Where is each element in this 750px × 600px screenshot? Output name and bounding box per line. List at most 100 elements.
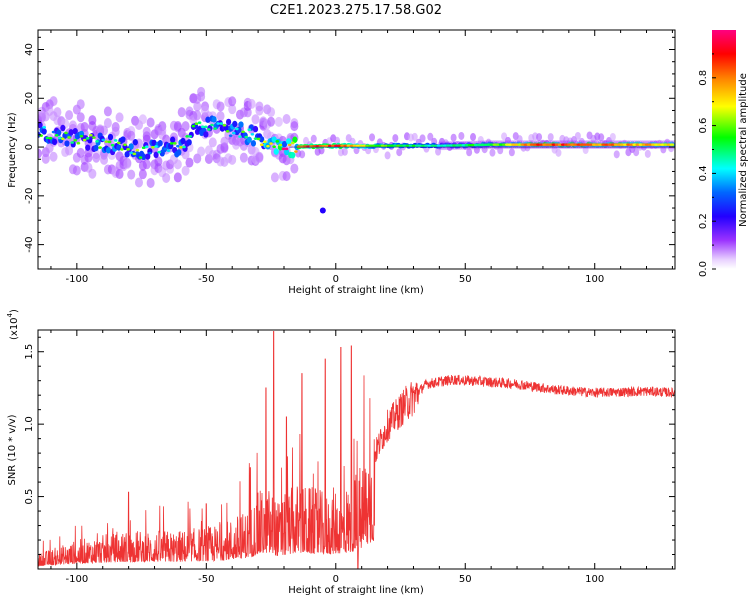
spectrogram-peak: [405, 144, 410, 148]
spectrogram-halo: [76, 99, 85, 110]
spectrogram-peak: [470, 143, 476, 147]
spectrogram-peak: [439, 144, 445, 148]
spectrogram-halo: [574, 131, 581, 140]
spectrogram-cell: [72, 127, 78, 135]
spectrogram-peak: [349, 144, 355, 148]
spectrogram-x-axis-label: Height of straight line (km): [288, 285, 424, 296]
spectrogram-halo: [216, 111, 225, 122]
spectrogram-halo: [508, 148, 515, 157]
spectrogram-halo: [80, 121, 89, 132]
spectrogram-peak: [259, 143, 264, 146]
snr-frame: [37, 329, 676, 570]
spectrogram-halo: [103, 106, 112, 117]
spectrogram-peak: [436, 144, 442, 148]
spectrogram-cell: [271, 136, 277, 143]
spectrogram-peak: [477, 143, 482, 147]
spectrogram-peak: [98, 146, 102, 149]
spectrogram-peak: [402, 144, 407, 148]
spectrogram-peak: [244, 135, 248, 139]
spectrogram-halo: [247, 98, 256, 109]
spectrogram-peak: [101, 138, 106, 142]
spectrogram-peak: [355, 144, 361, 148]
spectrogram-halo: [228, 96, 237, 107]
spectrogram-peak: [138, 156, 143, 159]
spectrogram-peak: [188, 135, 193, 138]
spectrogram-peak: [613, 143, 619, 146]
spectrogram-peak: [560, 143, 566, 146]
spectrogram-cell: [281, 141, 288, 148]
spectrogram-peak: [104, 140, 109, 143]
spectrogram-cell: [290, 152, 296, 159]
spectrogram-peak: [169, 142, 174, 145]
spectrogram-peak: [592, 143, 597, 146]
spectrogram-peak: [517, 143, 522, 146]
spectrogram-halo: [255, 101, 264, 112]
spectrogram-peak: [250, 132, 255, 136]
spectrogram-peak: [641, 143, 647, 146]
spectrogram-halo: [267, 107, 276, 118]
spectrogram-halo: [181, 165, 190, 176]
spectrogram-cell: [68, 129, 74, 136]
x-tick-label: 0: [333, 574, 339, 585]
spectrogram-cell: [116, 144, 122, 151]
spectrogram-cell: [60, 124, 66, 132]
spectrogram-halo: [427, 132, 434, 141]
spectrogram-peak: [579, 143, 584, 146]
spectrogram-halo: [193, 153, 202, 164]
spectrogram-peak: [498, 143, 504, 146]
spectrogram-peak: [623, 143, 628, 146]
spectrogram-peak: [564, 143, 569, 146]
spectrogram-halo: [419, 134, 426, 143]
spectrogram-halo: [181, 149, 190, 160]
spectrogram-halo: [384, 151, 391, 160]
spectrogram-peak: [79, 134, 84, 138]
spectrogram-peak: [390, 144, 395, 148]
spectrogram-cell: [64, 140, 70, 147]
spectrogram-peak: [663, 143, 668, 146]
spectrogram-peak: [573, 143, 578, 146]
spectrogram-halo: [177, 107, 186, 118]
spectrogram-halo: [123, 158, 132, 169]
spectrogram-halo: [100, 125, 109, 136]
snr-scale-label: (x104): [6, 309, 20, 340]
spectrogram-halo: [270, 172, 279, 183]
spectrogram-halo: [142, 159, 151, 170]
spectrogram-halo: [267, 116, 276, 127]
spectrogram-frame: [37, 29, 676, 270]
spectrogram-peak: [424, 144, 429, 148]
spectrogram-peak: [67, 136, 71, 139]
spectrogram-halo: [88, 115, 97, 126]
spectrogram-peak: [247, 128, 252, 132]
spectrogram-halo: [146, 177, 155, 188]
spectrogram-peak: [492, 143, 497, 146]
spectrogram-halo: [197, 91, 206, 102]
spectrogram-peak: [362, 144, 367, 148]
spectrogram-halo: [49, 96, 58, 107]
spectrogram-peak: [166, 149, 171, 152]
spectrogram-cell: [105, 147, 112, 154]
spectrogram-peak: [182, 145, 186, 149]
spectrogram-peak: [42, 126, 47, 129]
spectrogram-peak: [449, 144, 454, 147]
snr-ticks: -100 -50 0 50 100 0.5 1.0 1.5: [24, 330, 675, 585]
colorbar-tick-label: 0.6: [698, 118, 709, 134]
spectrogram-peak: [635, 143, 640, 146]
colorbar-gradient: [712, 30, 736, 269]
spectrogram-halo: [72, 165, 81, 176]
spectrogram-peak: [73, 138, 78, 142]
spectrogram-cell: [38, 121, 43, 129]
spectrogram-peak: [48, 136, 53, 140]
spectrogram-peak: [414, 144, 420, 148]
spectrogram-halo: [450, 133, 457, 142]
colorbar: 0.0 0.2 0.4 0.6 0.8 Normalized spectral ampl…: [698, 30, 749, 277]
spectrogram-peak: [337, 144, 342, 148]
spectrogram-halo: [282, 114, 291, 125]
spectrogram-peak: [505, 143, 510, 146]
spectrogram-peak: [92, 136, 96, 139]
spectrogram-halo: [299, 150, 306, 159]
spectrogram-cell: [93, 144, 99, 152]
spectrogram-cell: [157, 140, 163, 147]
spectrogram-peak: [231, 131, 236, 135]
spectrogram-peak: [269, 142, 273, 145]
